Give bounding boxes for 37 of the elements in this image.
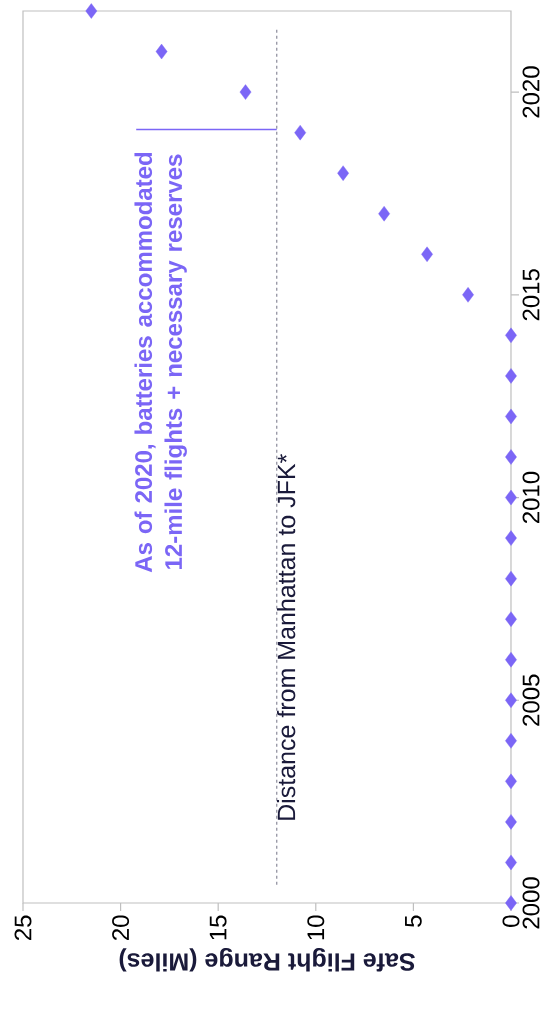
x-tick-label: 0 [502,915,520,927]
point [85,3,98,19]
point [505,489,517,506]
point [505,895,517,911]
point [294,124,306,141]
point [421,246,433,262]
x-axis-title: Safe Flight Range (Miles) [119,948,415,972]
point [505,733,517,749]
point [505,449,517,465]
x-tick-label: 10 [307,915,325,940]
point [505,652,517,668]
point [505,854,517,871]
x-tick-label: 15 [209,915,227,940]
point [505,570,517,587]
y-tick-label: 2015 [522,269,540,321]
point [239,84,252,100]
y-tick-label: 2020 [522,66,540,118]
point [155,43,168,60]
x-tick-label: 20 [112,915,130,940]
point [505,530,517,546]
point [505,611,517,627]
point [337,165,349,181]
point [378,206,390,222]
point [505,773,517,790]
point [505,814,517,830]
y-tick-label: 2010 [522,471,540,524]
x-tick-label: 25 [14,915,32,940]
point [505,327,517,344]
point [505,408,517,425]
annotation: As of 2020, batteries accommodated 12-mile flights + necessary reserves [134,152,187,573]
ref-line-label: Distance from Manhattan to JFK* [276,454,296,820]
y-tick-label: 2000 [522,877,540,929]
point [505,692,517,708]
x-tick-label: 5 [405,915,422,927]
y-tick-label: 2005 [522,674,540,726]
point [505,368,517,384]
point [462,287,474,303]
